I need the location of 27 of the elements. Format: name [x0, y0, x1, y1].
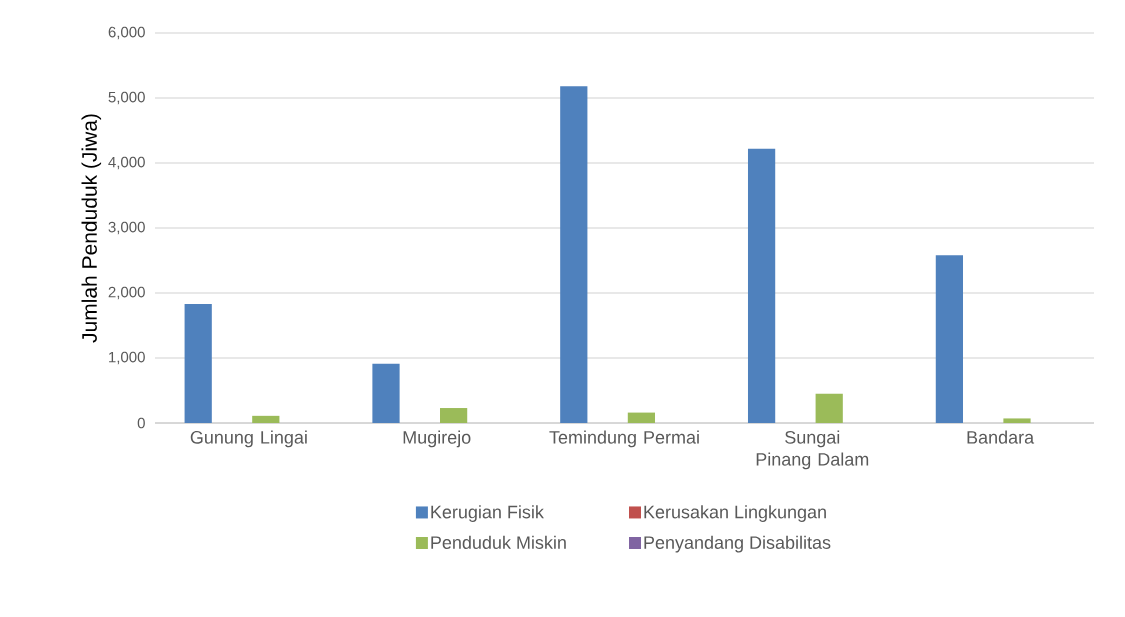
y-tick-label: 2,000	[108, 286, 145, 300]
y-tick-label: 0	[137, 417, 145, 429]
bar	[815, 393, 843, 423]
y-tick-label: 4,000	[108, 156, 145, 170]
legend-label: Penyandang Disabilitas	[644, 535, 831, 553]
bar	[1003, 418, 1031, 423]
bar	[560, 86, 588, 423]
y-tick-label: 1,000	[109, 351, 145, 365]
y-tick-label: 6,000	[108, 26, 145, 40]
x-tick-label: Temindung Permai	[549, 430, 699, 448]
legend-label: Kerugian Fisik	[431, 505, 544, 522]
x-tick-label: Gunung Lingai	[190, 430, 307, 448]
x-tick-label: Bandara	[967, 430, 1035, 444]
legend-label: Kerusakan Lingkungan	[644, 505, 826, 522]
bar	[439, 408, 468, 423]
bar	[627, 412, 656, 423]
x-tick-label: Sungai Pinang Dalam	[756, 430, 869, 470]
y-axis-title: Jumlah Penduduk (Jiwa)	[81, 114, 102, 343]
bar	[372, 363, 400, 423]
y-tick-label: 5,000	[108, 91, 145, 105]
legend-label: Penduduk Miskin	[431, 535, 566, 549]
bar	[252, 415, 280, 423]
bar	[935, 255, 964, 423]
bar	[184, 304, 212, 423]
y-tick-label: 3,000	[108, 221, 145, 235]
x-tick-label: Mugirejo	[403, 430, 471, 448]
bar	[747, 148, 776, 423]
